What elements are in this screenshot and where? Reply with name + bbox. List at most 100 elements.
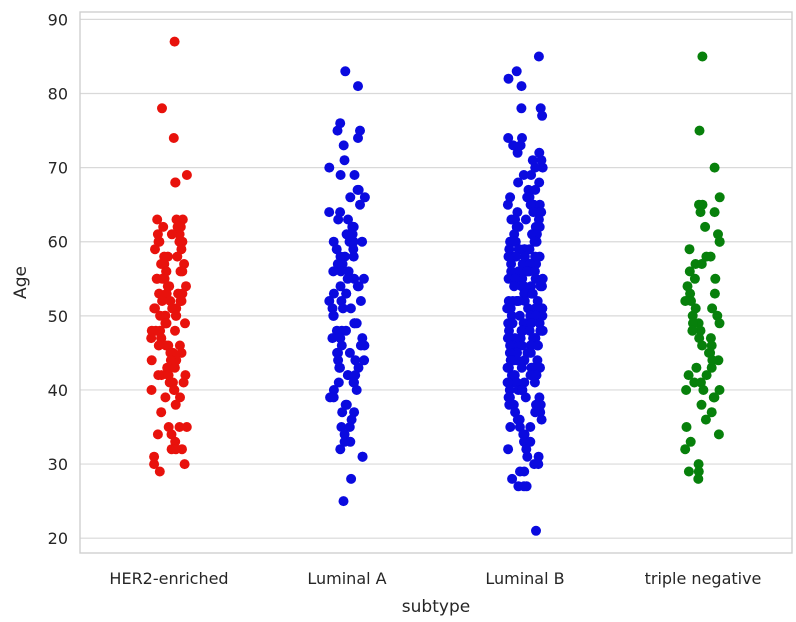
data-point — [714, 385, 725, 395]
data-point — [175, 392, 185, 403]
data-point — [513, 221, 524, 232]
data-point — [526, 362, 537, 373]
data-point — [518, 429, 529, 440]
data-point — [345, 303, 356, 314]
data-point — [331, 244, 342, 255]
data-point — [535, 103, 546, 114]
data-point — [177, 236, 188, 247]
data-point — [526, 170, 537, 180]
data-point — [181, 170, 192, 180]
data-point — [521, 444, 532, 455]
data-point — [537, 325, 548, 336]
data-point — [152, 429, 163, 440]
data-point — [504, 244, 515, 255]
data-point — [503, 133, 514, 143]
data-point — [705, 251, 716, 262]
data-point — [327, 303, 338, 314]
data-point — [169, 385, 180, 395]
data-point — [180, 318, 190, 329]
data-point — [693, 473, 704, 484]
data-point — [149, 451, 160, 462]
data-point — [517, 133, 527, 143]
data-point — [504, 399, 515, 410]
data-point — [529, 377, 540, 388]
x-tick-labels: HER2-enriched Luminal A Luminal B triple ne… — [109, 569, 761, 588]
data-point — [348, 251, 359, 262]
data-point — [351, 385, 362, 395]
data-point — [709, 162, 720, 173]
data-point — [530, 251, 541, 262]
data-point — [503, 444, 514, 455]
data-point — [510, 236, 521, 247]
data-point — [359, 192, 370, 203]
data-point — [338, 496, 349, 507]
data-point — [527, 288, 538, 299]
data-point — [687, 325, 698, 336]
y-tick-label: 90 — [48, 10, 68, 29]
data-point — [503, 73, 514, 84]
data-point — [181, 422, 192, 432]
data-point — [346, 473, 357, 484]
data-point — [359, 340, 370, 351]
data-point — [519, 377, 530, 388]
data-point — [160, 392, 171, 403]
data-point — [338, 140, 349, 151]
data-point — [533, 51, 544, 62]
y-tick-label: 30 — [48, 455, 68, 474]
data-point — [537, 281, 547, 292]
data-point — [156, 407, 167, 418]
data-point — [520, 392, 531, 403]
data-point — [170, 177, 181, 188]
data-point — [159, 310, 170, 321]
data-point — [162, 281, 173, 292]
data-point — [358, 273, 369, 284]
data-point — [525, 347, 536, 358]
data-point — [518, 170, 529, 180]
data-point — [163, 370, 174, 381]
data-point — [714, 318, 725, 329]
data-point — [335, 170, 346, 180]
data-point — [512, 147, 523, 158]
data-point — [505, 303, 516, 314]
data-point — [328, 236, 339, 247]
data-point — [328, 266, 339, 277]
data-point — [514, 310, 525, 321]
data-point — [167, 303, 178, 314]
data-point — [169, 362, 180, 373]
data-point — [149, 303, 160, 314]
data-point — [333, 347, 343, 358]
data-point — [146, 333, 157, 344]
data-point — [695, 325, 706, 336]
data-point — [530, 310, 541, 321]
data-point — [343, 214, 353, 225]
data-point — [332, 125, 343, 136]
x-axis-label: subtype — [402, 597, 470, 617]
data-point — [153, 236, 164, 247]
data-point — [157, 296, 168, 306]
data-point — [328, 288, 339, 299]
data-point — [342, 370, 353, 381]
data-point — [340, 66, 351, 77]
y-tick-label: 70 — [48, 159, 68, 178]
data-points — [146, 36, 725, 536]
data-point — [355, 296, 366, 306]
data-point — [170, 444, 181, 455]
data-point — [152, 214, 163, 225]
data-point — [154, 466, 165, 477]
data-point — [707, 303, 718, 314]
data-point — [176, 244, 187, 255]
x-tick-label: Luminal B — [485, 569, 564, 588]
y-tick-label: 60 — [48, 233, 68, 252]
y-axis-label: Age — [11, 266, 31, 299]
data-point — [172, 251, 183, 262]
data-point — [504, 385, 515, 395]
data-point — [349, 170, 360, 180]
data-point — [507, 473, 518, 484]
data-point — [507, 318, 518, 329]
data-point — [345, 436, 356, 447]
data-point — [176, 347, 187, 358]
data-point — [525, 370, 536, 381]
y-tick-labels: 20 30 40 50 60 70 80 90 — [48, 10, 68, 548]
data-point — [505, 340, 516, 351]
